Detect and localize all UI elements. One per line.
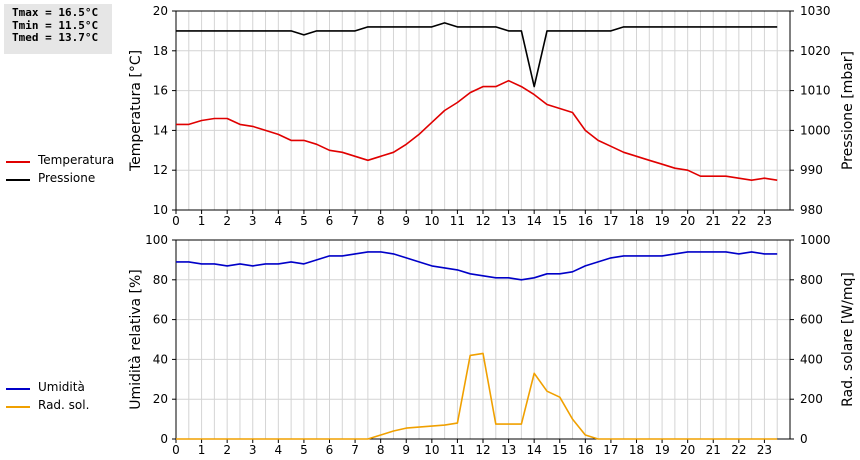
- legend-label-temperatura: Temperatura: [38, 153, 115, 167]
- legend-swatch-pressione: [6, 179, 30, 181]
- y-tick-label: 80: [153, 273, 168, 287]
- y2-tick-label: 1020: [800, 44, 831, 58]
- y-tick-label: 20: [153, 392, 168, 406]
- x-tick-label: 13: [501, 443, 516, 457]
- x-tick-label: 0: [172, 443, 180, 457]
- x-tick-label: 17: [603, 214, 618, 228]
- x-tick-label: 12: [475, 214, 490, 228]
- temperature-stats-box: Tmax = 16.5°C Tmin = 11.5°C Tmed = 13.7°…: [4, 4, 112, 54]
- legend-label-pressione: Pressione: [38, 171, 96, 185]
- y-tick-label: 14: [153, 123, 168, 137]
- legend-label-rad-sol: Rad. sol.: [38, 398, 90, 412]
- x-tick-label: 8: [377, 443, 385, 457]
- y-tick-label: 18: [153, 44, 168, 58]
- temperature-pressure-chart: 0 1 2 3 4 5 6 7 8 9 10 11 12 13 14 15 16 17 18 19 20 21 22 2310…: [128, 4, 856, 228]
- x-tick-label: 19: [654, 443, 669, 457]
- x-tick-label: 22: [731, 214, 746, 228]
- x-tick-label: 16: [578, 443, 593, 457]
- x-tick-label: 20: [680, 443, 695, 457]
- legend-swatch-rad-sol: [6, 406, 30, 408]
- humidity-radiation-chart: 0 1 2 3 4 5 6 7 8 9 10 11 12 13 14 15 16 17 18 19 20 21 22 2302…: [128, 233, 856, 457]
- series-line-rad-sol: [176, 352, 778, 440]
- y2-tick-label: 800: [800, 273, 823, 287]
- x-tick-label: 22: [731, 443, 746, 457]
- y-axis-label: Temperatura [°C]: [128, 50, 144, 172]
- tmax-stat: Tmax = 16.5°C: [12, 6, 99, 19]
- tmin-stat: Tmin = 11.5°C: [12, 18, 99, 32]
- x-tick-label: 17: [603, 443, 618, 457]
- x-tick-label: 8: [377, 214, 385, 228]
- x-tick-label: 11: [450, 443, 465, 457]
- x-tick-label: 4: [275, 443, 283, 457]
- y2-tick-label: 1030: [800, 4, 831, 18]
- x-tick-label: 5: [300, 443, 308, 457]
- y-tick-label: 60: [153, 313, 168, 327]
- y2-tick-label: 600: [800, 313, 823, 327]
- x-tick-label: 14: [527, 443, 542, 457]
- legend-swatch-umidita: [6, 388, 30, 390]
- y-tick-label: 12: [153, 163, 168, 177]
- x-tick-label: 13: [501, 214, 516, 228]
- y-axis-label: Umidità relativa [%]: [128, 269, 144, 410]
- x-tick-label: 21: [706, 443, 721, 457]
- y-tick-label: 16: [153, 84, 168, 98]
- x-tick-label: 16: [578, 214, 593, 228]
- series-line-pressione: [176, 22, 778, 88]
- x-tick-label: 12: [475, 443, 490, 457]
- x-tick-label: 11: [450, 214, 465, 228]
- x-tick-label: 20: [680, 214, 695, 228]
- x-tick-label: 21: [706, 214, 721, 228]
- x-tick-label: 7: [351, 214, 359, 228]
- x-tick-label: 19: [654, 214, 669, 228]
- x-tick-label: 23: [757, 214, 772, 228]
- y-tick-label: 40: [153, 352, 168, 366]
- x-tick-label: 2: [223, 214, 231, 228]
- series-line-umidita: [176, 251, 778, 281]
- y2-tick-label: 990: [800, 163, 823, 177]
- x-tick-label: 18: [629, 214, 644, 228]
- y2-tick-label: 200: [800, 392, 823, 406]
- x-tick-label: 3: [249, 214, 257, 228]
- y-tick-label: 20: [153, 4, 168, 18]
- tmed-stat: Tmed = 13.7°C: [12, 31, 99, 44]
- x-tick-label: 4: [275, 214, 283, 228]
- x-tick-label: 3: [249, 443, 257, 457]
- legend-swatch-temperatura: [6, 161, 30, 163]
- y2-axis-label: Pressione [mbar]: [840, 51, 856, 170]
- x-tick-label: 10: [424, 214, 439, 228]
- x-tick-label: 1: [198, 443, 206, 457]
- x-tick-label: 15: [552, 443, 567, 457]
- y-tick-label: 100: [145, 233, 168, 247]
- y2-tick-label: 980: [800, 203, 823, 217]
- x-tick-label: 0: [172, 214, 180, 228]
- x-tick-label: 9: [402, 214, 410, 228]
- x-tick-label: 10: [424, 443, 439, 457]
- x-tick-label: 14: [527, 214, 542, 228]
- x-tick-label: 7: [351, 443, 359, 457]
- y2-axis-label: Rad. solare [W/mq]: [840, 272, 856, 407]
- y2-tick-label: 0: [800, 432, 808, 446]
- x-tick-label: 23: [757, 443, 772, 457]
- x-tick-label: 9: [402, 443, 410, 457]
- y2-tick-label: 400: [800, 352, 823, 366]
- x-tick-label: 5: [300, 214, 308, 228]
- legend-label-umidita: Umidità: [38, 380, 85, 394]
- y2-tick-label: 1000: [800, 123, 831, 137]
- series-line-temperatura: [176, 79, 778, 181]
- x-tick-label: 18: [629, 443, 644, 457]
- y-tick-label: 10: [153, 203, 168, 217]
- x-tick-label: 6: [326, 214, 334, 228]
- y-tick-label: 0: [160, 432, 168, 446]
- x-tick-label: 15: [552, 214, 567, 228]
- x-tick-label: 6: [326, 443, 334, 457]
- y2-tick-label: 1000: [800, 233, 831, 247]
- x-tick-label: 1: [198, 214, 206, 228]
- y2-tick-label: 1010: [800, 84, 831, 98]
- x-tick-label: 2: [223, 443, 231, 457]
